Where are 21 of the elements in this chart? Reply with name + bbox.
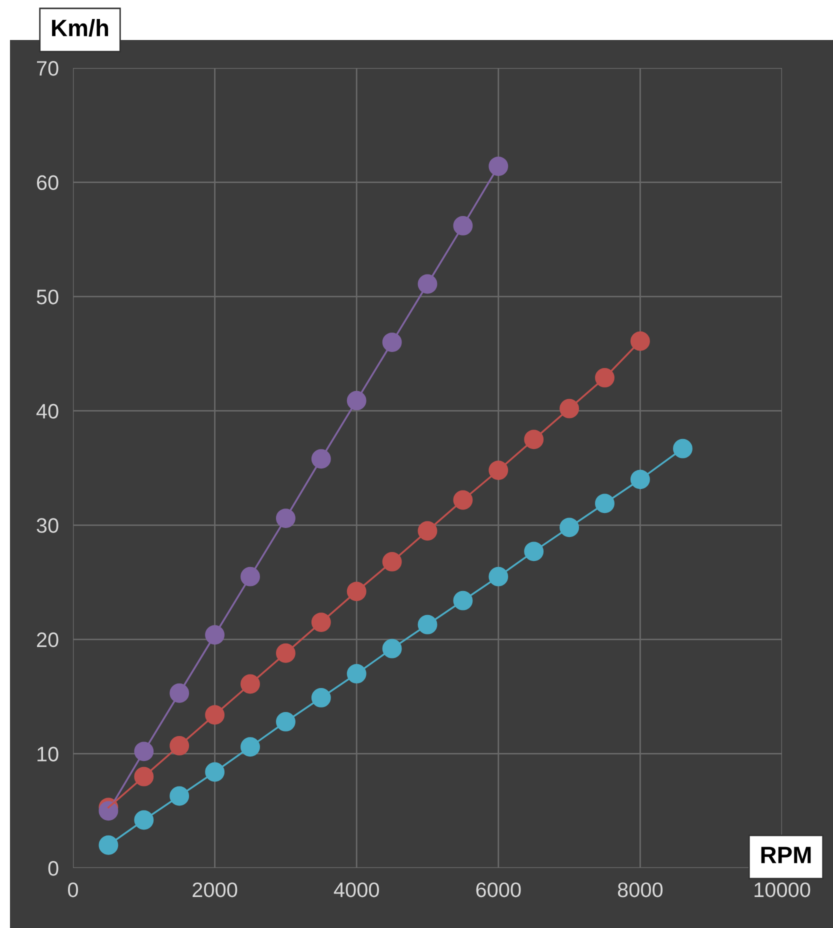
y-tick-label: 40 — [36, 404, 58, 419]
x-tick-label: 8000 — [618, 882, 663, 898]
point — [98, 835, 118, 855]
y-axis-title: Km/h — [52, 18, 108, 37]
x-axis-title: RPM — [761, 846, 811, 864]
x-tick-label: 6000 — [476, 882, 521, 898]
x-tick-label: 10000 — [754, 882, 810, 898]
point — [630, 331, 650, 351]
y-tick-label: 10 — [38, 746, 58, 762]
point — [98, 801, 118, 821]
y-tick-label: 20 — [36, 632, 58, 648]
x-tick-label: 4000 — [334, 882, 379, 898]
y-tick-label: 70 — [37, 61, 58, 76]
y-tick-label: 60 — [37, 175, 58, 190]
point — [673, 438, 692, 458]
y-tick-label: 0 — [48, 861, 58, 876]
point — [488, 156, 508, 176]
y-tick-label: 30 — [36, 518, 58, 533]
x-tick-label: 2000 — [192, 882, 238, 898]
y-tick-label: 50 — [36, 290, 58, 304]
x-tick-label: 0 — [68, 882, 78, 898]
